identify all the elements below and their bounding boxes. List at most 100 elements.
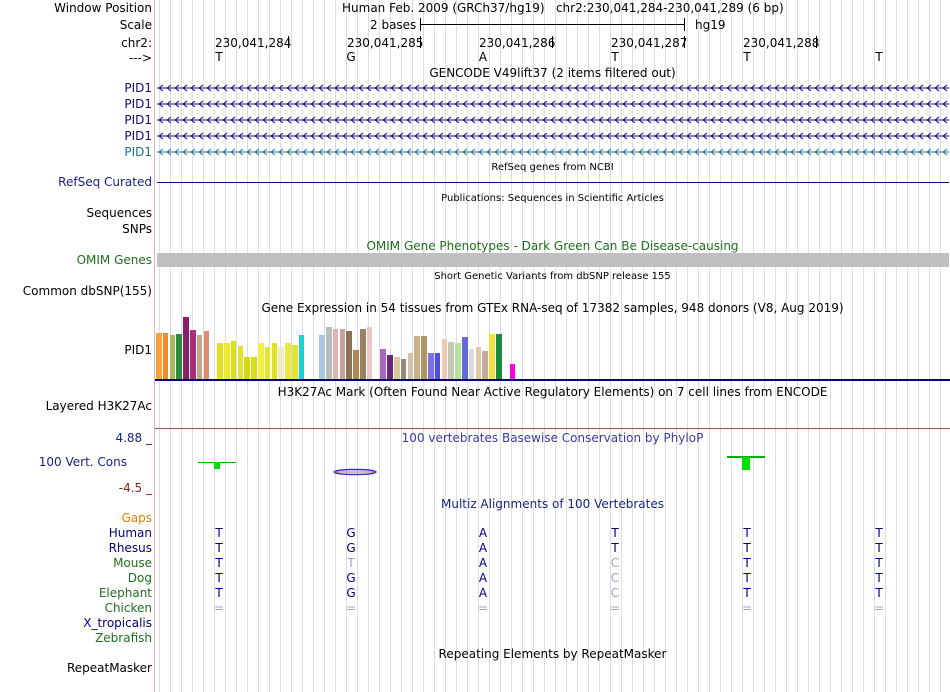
repeatmasker-title[interactable]: Repeating Elements by RepeatMasker [438, 647, 667, 661]
gencode-item-label[interactable]: PID1 [124, 113, 152, 127]
h3k27ac-title[interactable]: H3K27Ac Mark (Often Found Near Active Re… [277, 385, 828, 399]
dbsnp-title[interactable]: Short Genetic Variants from dbSNP releas… [434, 271, 671, 282]
gencode-title[interactable]: GENCODE V49lift37 (2 items filtered out) [429, 66, 676, 80]
species-label[interactable]: Rhesus [108, 541, 152, 555]
publications-title[interactable]: Publications: Sequences in Scientific Ar… [441, 193, 664, 204]
gtex-tissue-bar[interactable] [462, 337, 468, 379]
gtex-tissue-bar[interactable] [400, 359, 407, 379]
omim-title[interactable]: OMIM Gene Phenotypes - Dark Green Can Be… [366, 239, 739, 253]
gtex-tissue-bar[interactable] [203, 331, 210, 379]
gtex-tissue-bar[interactable] [394, 357, 400, 379]
gtex-tissue-bar[interactable] [496, 334, 502, 379]
gtex-tissue-bar[interactable] [183, 317, 189, 379]
gtex-tissue-bar[interactable] [441, 339, 448, 379]
strand-arrow [870, 132, 876, 140]
strand-arrow [438, 148, 444, 156]
gtex-tissue-bar[interactable] [455, 343, 461, 379]
gencode-transcript[interactable] [157, 83, 949, 93]
strand-arrow [198, 84, 204, 92]
gtex-tissue-bar[interactable] [285, 343, 291, 379]
gtex-tissue-bar[interactable] [292, 345, 298, 379]
gtex-tissue-bar[interactable] [475, 347, 482, 379]
gtex-tissue-bar[interactable] [156, 333, 162, 379]
gtex-tissue-bar[interactable] [421, 336, 427, 379]
gtex-tissue-bar[interactable] [298, 335, 305, 379]
gencode-item-label[interactable]: PID1 [124, 97, 152, 111]
gtex-tissue-bar[interactable] [489, 334, 495, 379]
omim-feature[interactable] [157, 253, 949, 267]
gtex-tissue-bar[interactable] [264, 347, 271, 379]
gtex-tissue-bar[interactable] [190, 330, 196, 379]
h3k27ac-label[interactable]: Layered H3K27Ac [45, 399, 152, 413]
gtex-tissue-bar[interactable] [217, 343, 223, 379]
gtex-tissue-bar[interactable] [448, 342, 454, 379]
species-label[interactable]: Elephant [98, 586, 152, 600]
gencode-transcript[interactable] [157, 115, 949, 125]
strand-arrow [270, 116, 276, 124]
gtex-tissue-bar[interactable] [509, 364, 516, 379]
gencode-item-label[interactable]: PID1 [124, 81, 152, 95]
gtex-tissue-bar[interactable] [346, 331, 352, 379]
species-label[interactable]: X_tropicalis [83, 616, 152, 630]
gtex-tissue-bar[interactable] [271, 343, 278, 379]
strand-arrow [814, 84, 820, 92]
gtex-tissue-bar[interactable] [360, 329, 366, 379]
refseq-title[interactable]: RefSeq genes from NCBI [491, 162, 614, 173]
repeatmasker-label[interactable]: RepeatMasker [66, 661, 152, 675]
phylop-label[interactable]: 100 Vert. Cons [38, 455, 127, 469]
gencode-item-label[interactable]: PID1 [124, 129, 152, 143]
species-label[interactable]: Human [108, 526, 152, 540]
gtex-tissue-bar[interactable] [482, 351, 488, 379]
refseq-line[interactable] [157, 182, 949, 183]
species-label[interactable]: Zebrafish [95, 631, 152, 645]
species-label[interactable]: Dog [127, 571, 152, 585]
gtex-tissue-bar[interactable] [366, 327, 373, 379]
strand-arrow [294, 132, 300, 140]
multiz-title[interactable]: Multiz Alignments of 100 Vertebrates [440, 497, 665, 511]
gtex-tissue-bar[interactable] [326, 327, 332, 379]
gencode-transcript[interactable] [157, 147, 949, 157]
gtex-tissue-bar[interactable] [319, 335, 325, 379]
strand-arrow [438, 116, 444, 124]
gtex-tissue-bar[interactable] [407, 353, 414, 379]
phylop-title[interactable]: 100 vertebrates Basewise Conservation by… [401, 431, 704, 445]
gtex-tissue-bar[interactable] [428, 353, 434, 379]
gtex-label[interactable]: PID1 [124, 343, 152, 357]
gaps-label[interactable]: Gaps [121, 511, 152, 525]
gencode-transcript[interactable] [157, 99, 949, 109]
snps-label[interactable]: SNPs [122, 222, 152, 236]
gtex-tissue-bar[interactable] [237, 346, 244, 379]
gtex-tissue-bar[interactable] [414, 336, 420, 379]
gencode-transcript[interactable] [157, 131, 949, 141]
gencode-item-label[interactable]: PID1 [124, 145, 152, 159]
alignment-base: T [875, 586, 883, 600]
gtex-tissue-bar[interactable] [278, 347, 284, 379]
gtex-tissue-bar[interactable] [244, 357, 250, 379]
gtex-tissue-bar[interactable] [196, 335, 203, 379]
omim-label[interactable]: OMIM Genes [76, 253, 152, 267]
strand-arrow [742, 100, 748, 108]
gtex-tissue-bar[interactable] [332, 329, 339, 379]
gtex-tissue-bar[interactable] [224, 343, 230, 379]
refseq-label[interactable]: RefSeq Curated [58, 175, 152, 189]
dbsnp-label[interactable]: Common dbSNP(155) [22, 284, 152, 298]
species-label[interactable]: Chicken [104, 601, 152, 615]
sequences-label[interactable]: Sequences [86, 206, 152, 220]
gtex-tissue-bar[interactable] [380, 349, 386, 379]
gtex-tissue-bar[interactable] [434, 353, 441, 379]
gtex-tissue-bar[interactable] [251, 357, 257, 379]
strand-arrow [390, 116, 396, 124]
species-label[interactable]: Mouse [113, 556, 152, 570]
gtex-tissue-bar[interactable] [169, 335, 176, 379]
gtex-title[interactable]: Gene Expression in 54 tissues from GTEx … [261, 301, 844, 315]
gtex-tissue-bar[interactable] [353, 350, 359, 379]
strand-arrow [270, 100, 276, 108]
gtex-tissue-bar[interactable] [258, 343, 264, 379]
gtex-tissue-bar[interactable] [230, 341, 237, 379]
gtex-tissue-bar[interactable] [339, 329, 346, 379]
gtex-tissue-bar[interactable] [468, 349, 475, 379]
gtex-tissue-bar[interactable] [387, 355, 393, 379]
gtex-tissue-bar[interactable] [162, 333, 169, 379]
gtex-tissue-bar[interactable] [176, 334, 182, 379]
